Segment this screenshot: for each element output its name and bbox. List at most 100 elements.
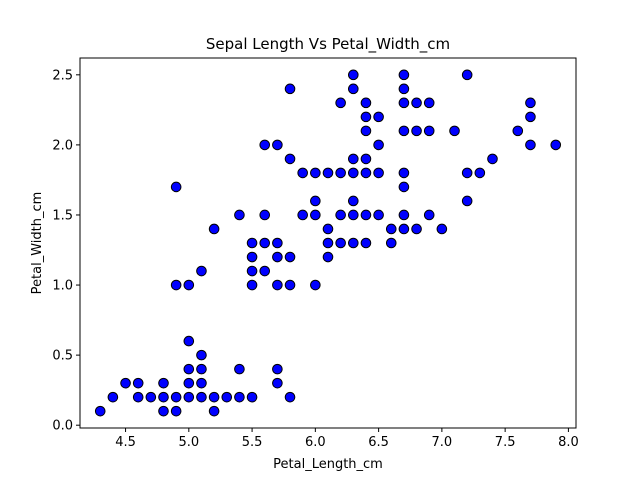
data-point: [284, 153, 296, 165]
data-point: [183, 391, 195, 403]
data-point: [474, 167, 486, 179]
data-point: [284, 83, 296, 95]
data-point: [398, 83, 410, 95]
data-point: [322, 167, 334, 179]
data-point: [259, 209, 271, 221]
data-point: [348, 83, 359, 95]
data-point: [246, 237, 258, 249]
data-point: [272, 279, 283, 291]
data-point: [436, 223, 448, 235]
data-point: [208, 405, 220, 417]
data-point: [170, 391, 182, 403]
x-tick-label: 7.5: [495, 435, 516, 450]
x-tick-label: 6.5: [368, 435, 389, 450]
data-point: [348, 167, 359, 179]
data-point: [411, 97, 422, 109]
data-point: [461, 195, 473, 207]
y-tick-label: 1.5: [52, 208, 73, 223]
data-point: [360, 153, 372, 165]
data-point: [348, 237, 359, 249]
data-point: [335, 97, 346, 109]
x-tick-label: 4.5: [115, 435, 136, 450]
data-point: [196, 377, 207, 389]
data-point: [272, 363, 283, 375]
data-point: [461, 167, 473, 179]
data-point: [335, 167, 346, 179]
data-point: [512, 125, 524, 137]
data-point: [183, 335, 195, 347]
x-tick-label: 7.0: [432, 435, 453, 450]
x-tick-label: 6.0: [305, 435, 326, 450]
data-point: [107, 391, 119, 403]
data-point: [322, 251, 334, 263]
data-point: [272, 237, 283, 249]
data-point: [158, 391, 169, 403]
data-point: [398, 181, 410, 193]
data-point: [272, 251, 283, 263]
data-point: [310, 209, 321, 221]
data-point: [348, 195, 359, 207]
data-point: [259, 265, 271, 277]
data-point: [170, 405, 182, 417]
data-point: [360, 237, 372, 249]
data-point: [259, 139, 271, 151]
data-point: [449, 125, 460, 137]
y-axis-label: Petal_Width_cm: [30, 192, 45, 295]
data-point: [234, 209, 245, 221]
data-points: [94, 69, 562, 417]
data-point: [335, 237, 346, 249]
data-point: [398, 125, 410, 137]
y-tick-label: 1.0: [52, 279, 73, 294]
data-point: [94, 405, 106, 417]
data-point: [398, 209, 410, 221]
data-point: [208, 391, 220, 403]
chart-title: Sepal Length Vs Petal_Width_cm: [206, 35, 450, 54]
data-point: [525, 139, 536, 151]
data-point: [525, 111, 536, 123]
data-point: [411, 125, 422, 137]
data-point: [398, 97, 410, 109]
data-point: [525, 97, 536, 109]
y-tick-label: 2.0: [52, 138, 73, 153]
data-point: [158, 377, 169, 389]
data-point: [284, 391, 296, 403]
x-tick-labels: 4.5 5.0 5.5 6.0 6.5 7.0 7.5 8.0: [115, 435, 579, 450]
data-point: [196, 363, 207, 375]
data-point: [335, 209, 346, 221]
data-point: [373, 111, 384, 123]
data-point: [310, 167, 321, 179]
data-point: [132, 391, 144, 403]
x-tick-label: 5.5: [242, 435, 263, 450]
data-point: [550, 139, 562, 151]
data-point: [373, 209, 384, 221]
data-point: [246, 391, 258, 403]
data-point: [234, 363, 245, 375]
data-point: [348, 69, 359, 81]
data-point: [423, 125, 435, 137]
data-point: [183, 377, 195, 389]
data-point: [310, 279, 321, 291]
data-point: [132, 377, 144, 389]
data-point: [423, 97, 435, 109]
data-point: [246, 279, 258, 291]
data-point: [360, 111, 372, 123]
data-point: [348, 209, 359, 221]
data-point: [322, 223, 334, 235]
y-tick-label: 2.5: [52, 68, 73, 83]
data-point: [385, 237, 397, 249]
data-point: [272, 377, 283, 389]
x-axis-label: Petal_Length_cm: [273, 457, 383, 472]
y-tick-label: 0.0: [52, 419, 73, 434]
y-tick-labels: 0.0 0.5 1.0 1.5 2.0 2.5: [52, 68, 73, 433]
data-point: [398, 69, 410, 81]
x-tick-label: 5.0: [178, 435, 199, 450]
data-point: [170, 181, 182, 193]
data-point: [297, 209, 308, 221]
data-point: [158, 405, 169, 417]
y-tick-label: 0.5: [52, 349, 73, 364]
data-point: [398, 223, 410, 235]
y-ticks: [76, 74, 80, 426]
data-point: [272, 139, 283, 151]
x-tick-label: 8.0: [558, 435, 579, 450]
